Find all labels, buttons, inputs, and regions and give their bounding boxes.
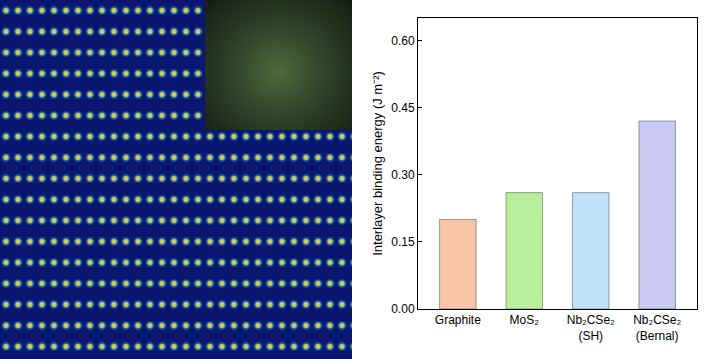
svg-text:0.45: 0.45	[391, 101, 415, 115]
svg-text:0.60: 0.60	[391, 34, 415, 48]
svg-text:0.15: 0.15	[391, 235, 415, 249]
svg-text:MoS₂: MoS₂	[510, 313, 540, 327]
svg-text:Graphite: Graphite	[435, 313, 481, 327]
svg-text:Nb₂CSe₂(Bernal): Nb₂CSe₂(Bernal)	[633, 313, 681, 343]
svg-text:0.30: 0.30	[391, 168, 415, 182]
svg-text:Interlayer binding energy (J m: Interlayer binding energy (J m⁻²)	[370, 71, 385, 256]
svg-text:0.00: 0.00	[391, 302, 415, 316]
svg-text:Nb₂CSe₂(SH): Nb₂CSe₂(SH)	[567, 313, 615, 343]
